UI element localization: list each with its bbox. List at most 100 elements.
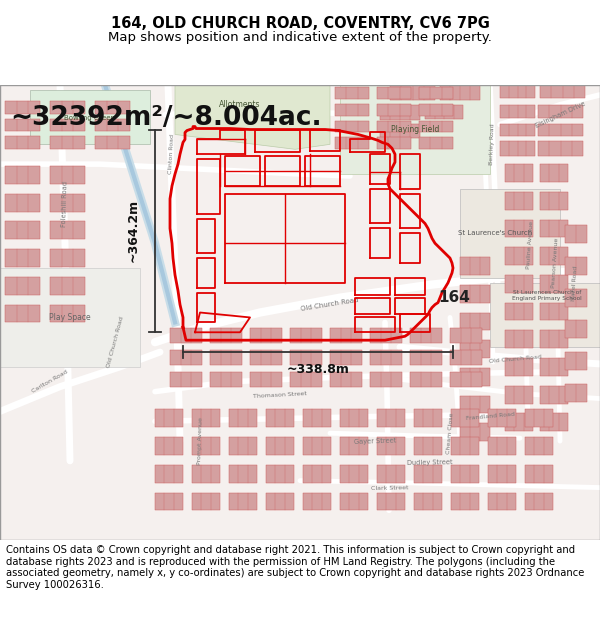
Text: Clinton Road: Clinton Road bbox=[169, 134, 176, 174]
Bar bbox=[500, 141, 535, 156]
Bar bbox=[451, 437, 479, 455]
Bar bbox=[414, 437, 442, 455]
Text: Old Church Road: Old Church Road bbox=[301, 297, 359, 312]
Bar bbox=[565, 352, 587, 370]
Bar bbox=[450, 328, 482, 343]
Bar bbox=[505, 219, 533, 238]
Bar bbox=[460, 368, 490, 386]
Bar bbox=[460, 285, 490, 302]
Bar bbox=[540, 275, 568, 292]
Bar bbox=[95, 136, 130, 149]
Bar bbox=[303, 492, 331, 511]
Bar bbox=[505, 330, 533, 348]
Text: ~32392m²/~8.004ac.: ~32392m²/~8.004ac. bbox=[10, 105, 322, 131]
Bar bbox=[290, 328, 322, 343]
Bar bbox=[340, 409, 368, 428]
Bar bbox=[210, 350, 242, 365]
Bar bbox=[377, 87, 411, 99]
Bar bbox=[419, 138, 453, 149]
Bar bbox=[414, 492, 442, 511]
Bar bbox=[192, 492, 220, 511]
Bar bbox=[488, 409, 516, 428]
Bar bbox=[250, 328, 282, 343]
Bar bbox=[335, 138, 369, 149]
Bar bbox=[5, 166, 40, 184]
Bar bbox=[229, 465, 257, 482]
Bar bbox=[538, 141, 583, 156]
Bar bbox=[5, 221, 40, 239]
Bar bbox=[540, 219, 568, 238]
Bar bbox=[5, 101, 40, 114]
Bar bbox=[505, 275, 533, 292]
Bar bbox=[410, 372, 442, 387]
Bar bbox=[460, 312, 490, 330]
Bar bbox=[565, 321, 587, 338]
Bar bbox=[5, 304, 40, 322]
Bar bbox=[192, 437, 220, 455]
Bar bbox=[303, 409, 331, 428]
Bar bbox=[377, 409, 405, 428]
Bar bbox=[390, 85, 435, 100]
Bar bbox=[335, 87, 369, 99]
Text: Hazel Road: Hazel Road bbox=[571, 265, 579, 301]
Bar bbox=[170, 328, 202, 343]
Bar bbox=[170, 350, 202, 365]
Bar bbox=[540, 358, 568, 376]
Bar bbox=[377, 492, 405, 511]
Bar bbox=[419, 87, 453, 99]
Bar bbox=[525, 437, 553, 455]
Bar bbox=[5, 136, 40, 149]
Bar bbox=[380, 105, 420, 119]
Bar bbox=[229, 409, 257, 428]
Text: Old Church Road: Old Church Road bbox=[488, 354, 542, 364]
Bar bbox=[488, 437, 516, 455]
Bar bbox=[155, 437, 183, 455]
Text: St Laurences Church of
England Primary School: St Laurences Church of England Primary S… bbox=[512, 290, 582, 301]
Bar bbox=[505, 358, 533, 376]
Bar bbox=[340, 492, 368, 511]
Text: Pearson Avenue: Pearson Avenue bbox=[551, 238, 559, 288]
Polygon shape bbox=[340, 85, 490, 174]
Bar bbox=[450, 372, 482, 387]
Bar bbox=[330, 372, 362, 387]
Bar bbox=[540, 302, 568, 321]
Text: 164: 164 bbox=[438, 290, 470, 305]
Bar bbox=[50, 249, 85, 267]
Bar bbox=[50, 101, 85, 114]
Bar bbox=[370, 350, 402, 365]
Bar bbox=[210, 372, 242, 387]
Bar bbox=[229, 492, 257, 511]
Bar bbox=[210, 328, 242, 343]
Bar bbox=[50, 277, 85, 295]
Bar bbox=[50, 194, 85, 212]
Bar bbox=[250, 350, 282, 365]
Bar bbox=[155, 492, 183, 511]
Bar bbox=[229, 437, 257, 455]
Bar bbox=[460, 396, 490, 413]
Bar bbox=[490, 283, 600, 347]
Bar bbox=[340, 437, 368, 455]
Bar bbox=[540, 413, 568, 431]
Bar bbox=[5, 194, 40, 212]
Text: St Laurence's Church: St Laurence's Church bbox=[458, 231, 532, 236]
Bar bbox=[540, 85, 585, 98]
Bar bbox=[370, 328, 402, 343]
Bar bbox=[50, 304, 85, 322]
Bar bbox=[410, 328, 442, 343]
Bar bbox=[451, 465, 479, 482]
Bar bbox=[95, 119, 130, 131]
Bar bbox=[377, 138, 411, 149]
Bar bbox=[290, 372, 322, 387]
Bar bbox=[290, 350, 322, 365]
Bar bbox=[505, 164, 533, 182]
Bar bbox=[450, 350, 482, 365]
Bar bbox=[419, 121, 453, 132]
Bar bbox=[425, 105, 463, 119]
Bar bbox=[419, 104, 453, 116]
Bar bbox=[377, 121, 411, 132]
Bar bbox=[377, 465, 405, 482]
Bar bbox=[170, 372, 202, 387]
Text: Prompt Avenue: Prompt Avenue bbox=[197, 417, 203, 465]
Bar bbox=[303, 465, 331, 482]
Bar bbox=[377, 104, 411, 116]
